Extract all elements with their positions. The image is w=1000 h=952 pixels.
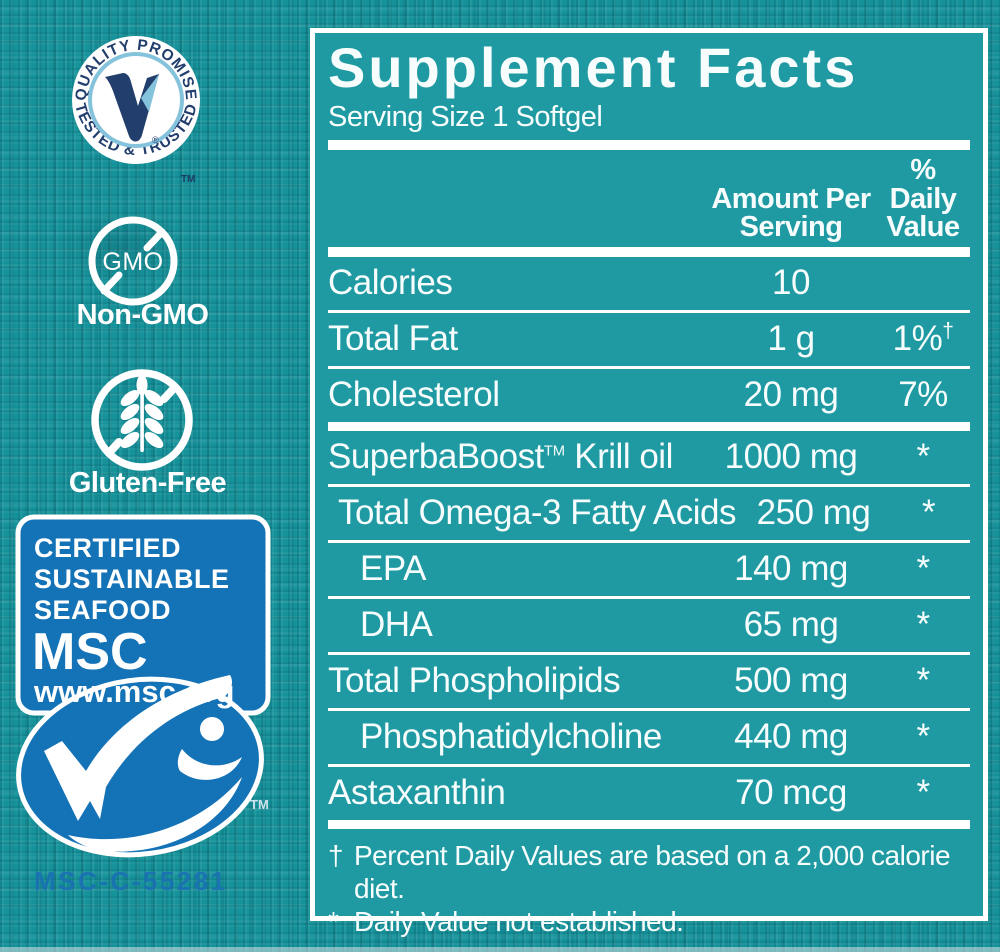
dv-header-line1: % Daily	[889, 154, 957, 215]
label-bottom-edge	[0, 947, 1000, 952]
wheat-icon	[120, 375, 164, 452]
table-row-astaxanthin: Astaxanthin 70 mcg *	[328, 767, 970, 829]
non-gmo-icon: GMO	[88, 216, 178, 306]
nutrient-name: Total Omega-3 Fatty Acids	[338, 493, 736, 533]
non-gmo-label: Non-GMO	[76, 299, 209, 331]
nutrient-dv: *	[916, 549, 930, 589]
nutrient-name: Calories	[328, 263, 453, 303]
msc-acronym: MSC	[32, 623, 148, 681]
nutrient-name: Astaxanthin	[328, 773, 506, 813]
table-row-total-fat: Total Fat 1 g 1%†	[328, 313, 970, 369]
nutrient-name: EPA	[360, 549, 426, 589]
column-daily-value: % Daily Value	[880, 154, 970, 243]
trademark-mark: TM	[543, 443, 566, 460]
nutrient-name: DHA	[360, 605, 433, 645]
nutrient-amount: 20 mg	[743, 375, 839, 415]
table-row-epa: EPA 140 mg *	[328, 543, 970, 599]
nutrient-amount: 1000 mg	[724, 437, 858, 477]
msc-line3: SEAFOOD	[34, 595, 171, 625]
table-row-dha: DHA 65 mg *	[328, 599, 970, 655]
nutrient-amount: 1 g	[767, 319, 815, 359]
column-headers: Amount Per Serving % Daily Value	[328, 150, 970, 246]
nutrient-dv: *	[916, 773, 930, 813]
amount-header-line1: Amount Per	[711, 182, 871, 215]
nutrient-amount: 65 mg	[743, 605, 839, 645]
nutrient-dv: *	[916, 437, 930, 477]
nutrient-dv: *	[916, 717, 930, 757]
dagger-mark: †	[942, 319, 954, 343]
trademark-mark: TM	[181, 174, 195, 185]
gluten-free-label: Gluten-Free	[68, 467, 227, 499]
nutrient-name: Total Fat	[328, 319, 458, 359]
v-logo-icon	[105, 73, 159, 142]
footnote-not-established: * Daily Value not established.	[328, 905, 970, 938]
nutrient-amount: 140 mg	[734, 549, 848, 589]
table-row-cholesterol: Cholesterol 20 mg 7%	[328, 369, 970, 431]
dv-value: 1%	[892, 319, 943, 359]
nutrient-amount: 500 mg	[734, 661, 848, 701]
nutrient-amount: 10	[772, 263, 810, 303]
quality-promise-badge: QUALITY PROMISE TESTED & TRUSTED ® TM	[71, 36, 200, 185]
msc-certificate-code: MSC-C-55281	[34, 866, 228, 896]
brand-name: SuperbaBoost	[328, 437, 544, 477]
nutrient-dv: *	[921, 493, 936, 533]
table-row-krill-oil: SuperbaBoostTM Krill oil 1000 mg *	[328, 431, 970, 487]
nutrient-dv: 7%	[898, 375, 948, 415]
gluten-free-icon	[91, 369, 193, 471]
column-amount-per-serving: Amount Per Serving	[702, 182, 880, 243]
nutrient-dv: *	[916, 661, 930, 701]
table-row-omega3: Total Omega-3 Fatty Acids 250 mg *	[328, 487, 970, 543]
nutrient-amount: 440 mg	[734, 717, 848, 757]
divider-bar	[328, 140, 970, 151]
supplement-facts-panel: Supplement Facts Serving Size 1 Softgel …	[310, 28, 988, 937]
nutrient-dv: 1%†	[880, 319, 970, 359]
divider-bar	[328, 246, 970, 257]
footnote-text: Daily Value not established.	[354, 905, 684, 937]
serving-size: Serving Size 1 Softgel	[328, 100, 603, 133]
nutrient-table: Calories 10 Total Fat 1 g 1%† Cholestero…	[328, 257, 970, 829]
footnote-text: Percent Daily Values are based on a 2,00…	[354, 839, 951, 904]
msc-line2: SUSTAINABLE	[34, 564, 230, 594]
nutrient-name-rest: Krill oil	[565, 437, 673, 477]
footnote-symbol: *	[328, 905, 339, 937]
amount-header-line2: Serving	[739, 210, 843, 243]
nutrient-name: Total Phospholipids	[328, 661, 621, 701]
nutrient-name: Phosphatidylcholine	[360, 717, 662, 757]
nutrient-dv: *	[916, 605, 930, 645]
footnote-symbol: †	[328, 839, 344, 871]
msc-badge: CERTIFIED SUSTAINABLE SEAFOOD MSC www.ms…	[15, 514, 271, 858]
table-row-phosphatidylcholine: Phosphatidylcholine 440 mg *	[328, 711, 970, 767]
nutrient-name: SuperbaBoostTM Krill oil	[328, 437, 702, 477]
dv-header-line2: Value	[886, 210, 960, 243]
nutrient-amount: 250 mg	[756, 493, 871, 533]
footnote-daily-values: † Percent Daily Values are based on a 2,…	[328, 839, 970, 905]
msc-trademark: TM	[250, 797, 269, 812]
registered-mark: ®	[152, 135, 159, 145]
nutrient-amount: 70 mcg	[735, 773, 847, 813]
footnotes: † Percent Daily Values are based on a 2,…	[328, 839, 970, 938]
table-row-calories: Calories 10	[328, 257, 970, 313]
table-row-phospholipids: Total Phospholipids 500 mg *	[328, 655, 970, 711]
msc-fish-logo	[44, 675, 242, 852]
nutrient-name: Cholesterol	[328, 375, 500, 415]
panel-title: Supplement Facts	[328, 36, 859, 99]
msc-line1: CERTIFIED	[34, 533, 181, 563]
gmo-circle-text: GMO	[102, 248, 163, 276]
